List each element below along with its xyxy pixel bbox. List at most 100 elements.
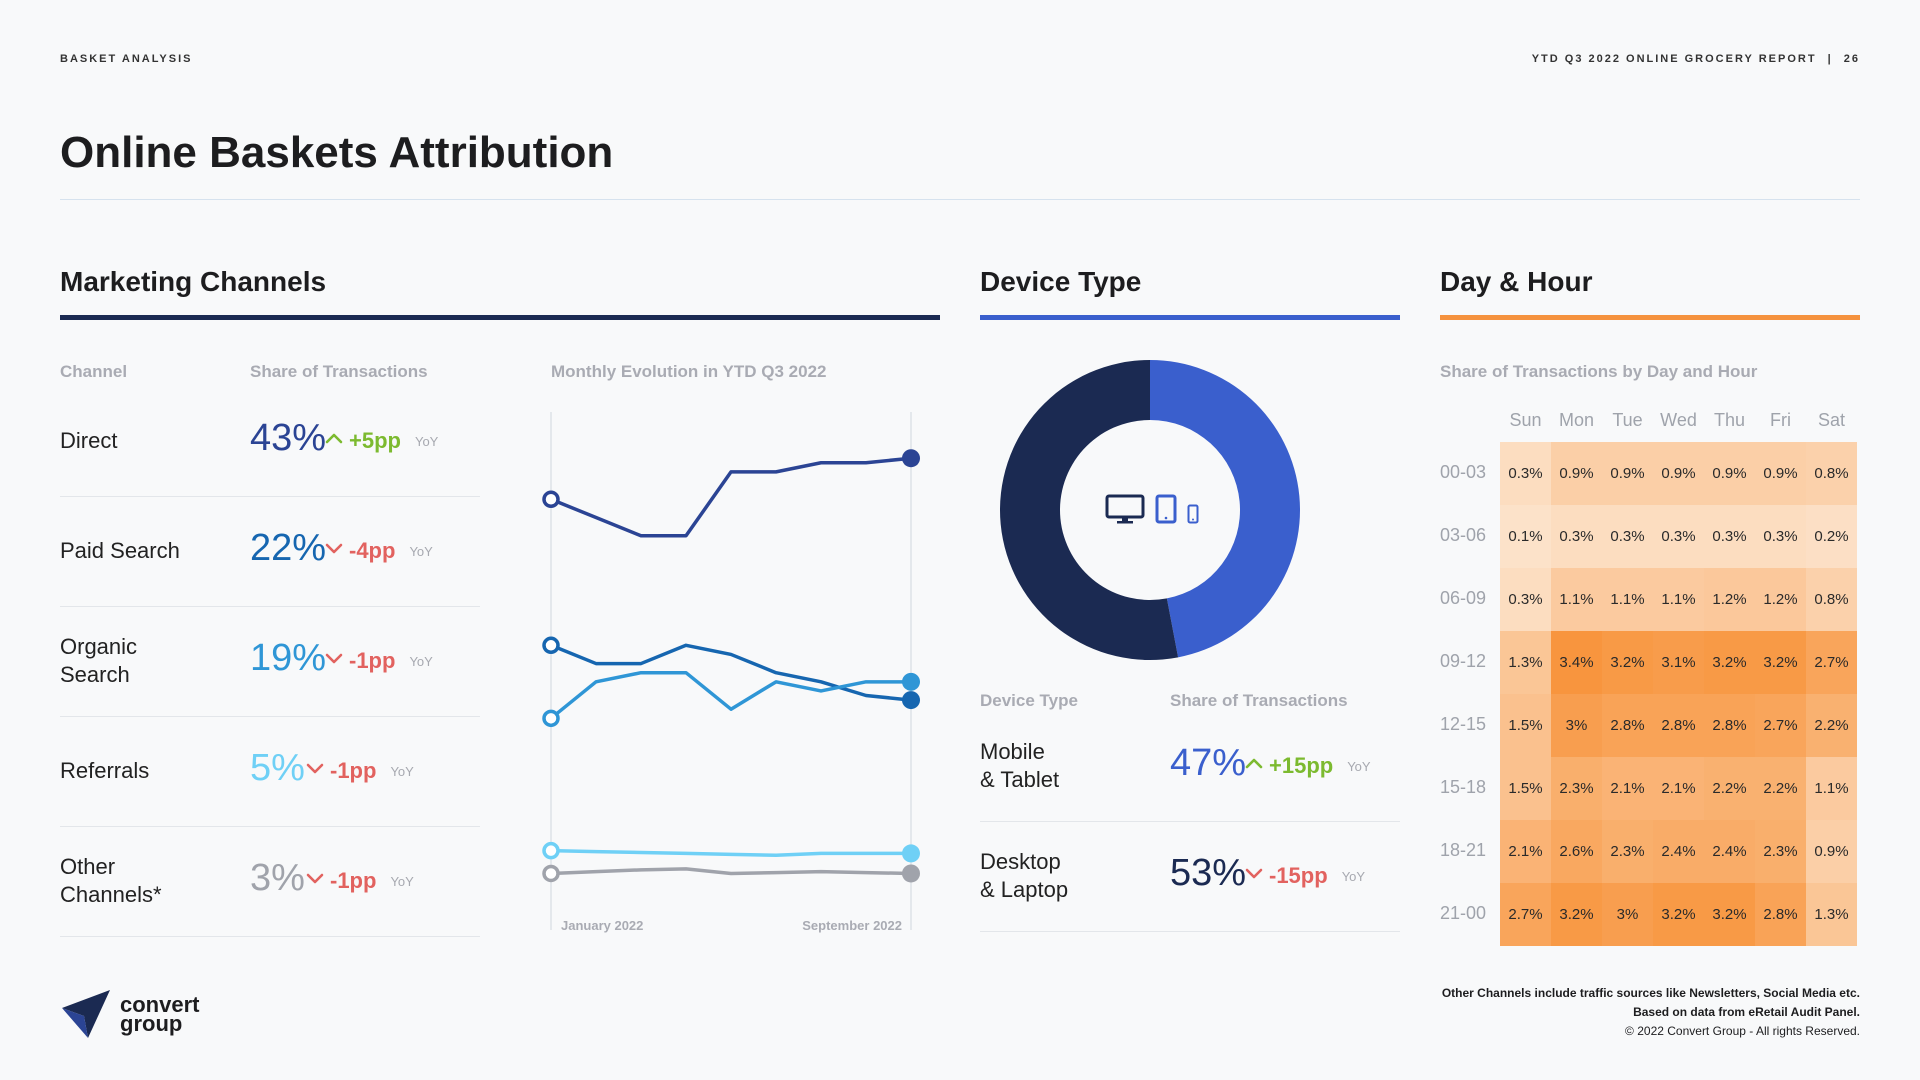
- arrow-up-icon: [325, 431, 343, 451]
- channel-row-divider: [60, 716, 480, 717]
- heatmap-hour-label: 15-18: [1440, 777, 1487, 797]
- convert-logo-icon: [62, 990, 110, 1038]
- heatmap-cell: 1.3%: [1806, 883, 1857, 946]
- series-line: [549, 670, 911, 720]
- heatmap-cell: 2.3%: [1602, 820, 1653, 883]
- channel-row-divider: [60, 496, 480, 497]
- heatmap-cell: 0.8%: [1806, 442, 1857, 505]
- device-yoy-label: YoY: [1347, 758, 1371, 774]
- channel-yoy-label: YoY: [409, 543, 433, 559]
- channel-row-label: Direct: [60, 428, 118, 453]
- heatmap-cell: 3.2%: [1602, 631, 1653, 694]
- channel-row-label: Referrals: [60, 758, 150, 783]
- heatmap-day-label: Thu: [1713, 410, 1746, 430]
- tablet-icon: [1155, 494, 1177, 529]
- arrow-up-icon: [1245, 756, 1263, 776]
- device-delta-value: -15pp: [1269, 863, 1328, 888]
- heatmap-cell: 1.1%: [1806, 757, 1857, 820]
- marketing-section-title: Marketing Channels: [60, 266, 327, 297]
- x-tick-label-end: September 2022: [802, 918, 902, 933]
- heatmap-day-label: Tue: [1612, 410, 1643, 430]
- heatmap-cell: 2.7%: [1806, 631, 1857, 694]
- heatmap-cell: 3.2%: [1551, 883, 1602, 946]
- heatmap-cell: 0.3%: [1500, 568, 1551, 631]
- page-title: Online Baskets Attribution: [60, 128, 614, 177]
- heatmap-cell: 2.8%: [1755, 883, 1806, 946]
- heatmap-subtitle: Share of Transactions by Day and Hour: [1440, 362, 1758, 381]
- heatmap-cell: 1.5%: [1500, 694, 1551, 757]
- heatmap-cell: 2.4%: [1704, 820, 1755, 883]
- heatmap-hour-label: 00-03: [1440, 462, 1487, 482]
- heatmap-cell: 3%: [1602, 883, 1653, 946]
- heatmap-cell: 1.1%: [1602, 568, 1653, 631]
- heatmap-cell: 3.1%: [1653, 631, 1704, 694]
- channel-delta: -1pp YoY: [306, 758, 414, 784]
- heatmap-cell: 0.3%: [1602, 505, 1653, 568]
- heatmap-cell: 3.2%: [1755, 631, 1806, 694]
- heatmap-cell: 1.5%: [1500, 757, 1551, 820]
- heatmap-cell: 2.2%: [1755, 757, 1806, 820]
- series-start-point: [542, 709, 560, 728]
- channel-delta-value: -1pp: [330, 868, 377, 893]
- report-separator: |: [1827, 53, 1833, 65]
- dayhour-section-title: Day & Hour: [1440, 266, 1593, 297]
- heatmap-day-label: Fri: [1770, 410, 1791, 430]
- device-share-value: 47%: [1170, 742, 1247, 784]
- monthly-evolution-chart: January 2022 September 2022: [542, 412, 920, 933]
- heatmap-day-label: Mon: [1558, 410, 1594, 430]
- footnote-source: Based on data from eRetail Audit Panel.: [1633, 1005, 1860, 1019]
- series-start-point: [542, 490, 560, 509]
- heatmap-cell: 2.4%: [1653, 820, 1704, 883]
- heatmap-cell: 0.2%: [1806, 505, 1857, 568]
- channel-yoy-label: YoY: [390, 763, 414, 779]
- heatmap-cell: 3%: [1551, 694, 1602, 757]
- device-delta: -15pp YoY: [1245, 863, 1365, 889]
- series-start-point: [542, 864, 560, 883]
- heatmap-cell: 2.7%: [1755, 694, 1806, 757]
- device-section-title: Device Type: [980, 266, 1142, 297]
- heatmap-day-label: Sat: [1817, 410, 1846, 430]
- heatmap-cell: 0.3%: [1500, 442, 1551, 505]
- share-column-header: Share of Transactions: [250, 362, 428, 381]
- channel-delta-value: -1pp: [349, 648, 396, 673]
- channel-delta-value: +5pp: [349, 428, 401, 453]
- channel-delta-value: -4pp: [349, 538, 396, 563]
- device-section-bar: [980, 315, 1400, 320]
- device-share-column-header: Share of Transactions: [1170, 691, 1348, 710]
- series-line: [550, 848, 911, 857]
- series-line: [550, 867, 912, 876]
- brand-wordmark: convert group: [120, 994, 199, 1035]
- heatmap-cell: 0.9%: [1704, 442, 1755, 505]
- section-eyebrow: BASKET ANALYSIS: [60, 53, 193, 65]
- heatmap-cell: 1.2%: [1704, 568, 1755, 631]
- marketing-section-bar: [60, 315, 940, 320]
- evolution-column-header: Monthly Evolution in YTD Q3 2022: [551, 362, 827, 381]
- heatmap-cell: 3.2%: [1653, 883, 1704, 946]
- channel-share-value: 22%: [250, 527, 327, 569]
- channel-row-label: Other Channels*: [60, 854, 162, 907]
- channel-delta: +5pp YoY: [325, 428, 438, 454]
- heatmap-cell: 0.9%: [1551, 442, 1602, 505]
- heatmap-hour-label: 18-21: [1440, 840, 1487, 860]
- device-yoy-label: YoY: [1341, 868, 1366, 884]
- heatmap-cell: 2.6%: [1551, 820, 1602, 883]
- channel-column-header: Channel: [60, 362, 128, 381]
- arrow-down-icon: [1245, 866, 1263, 886]
- heatmap-hour-label: 03-06: [1440, 525, 1487, 545]
- heatmap-cell: 1.2%: [1755, 568, 1806, 631]
- heatmap-cell: 2.2%: [1806, 694, 1857, 757]
- heatmap-hour-label: 06-09: [1440, 588, 1487, 608]
- heatmap-cell: 0.9%: [1755, 442, 1806, 505]
- footnote-other-channels: Other Channels include traffic sources l…: [1441, 986, 1860, 1000]
- heatmap-cell: 0.3%: [1704, 505, 1755, 568]
- x-tick-label-start: January 2022: [561, 918, 643, 933]
- channel-share-value: 3%: [250, 857, 305, 899]
- heatmap-cell: 3.4%: [1551, 631, 1602, 694]
- heatmap-cell: 2.1%: [1653, 757, 1704, 820]
- heatmap-cell: 2.8%: [1653, 694, 1704, 757]
- donut-slice: [999, 360, 1179, 660]
- device-row-label: Mobile & Tablet: [980, 739, 1060, 792]
- copyright: © 2022 Convert Group - All rights Reserv…: [1625, 1024, 1860, 1038]
- arrow-down-icon: [306, 871, 324, 891]
- series-end-point: [902, 691, 920, 710]
